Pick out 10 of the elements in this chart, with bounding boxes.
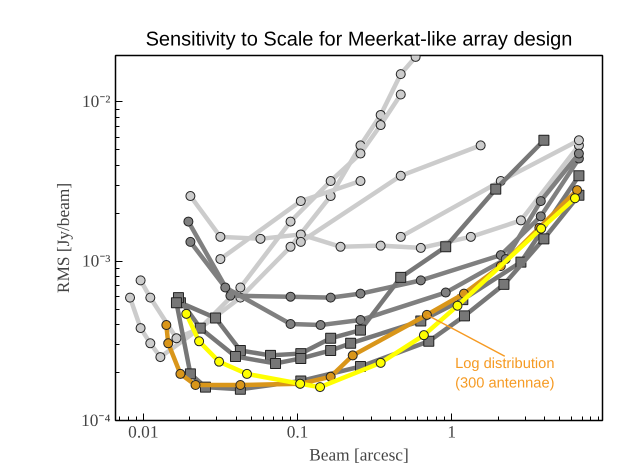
- x-tick-label: 0.1: [286, 422, 308, 442]
- y-tick-label: 10⁻⁴: [81, 411, 111, 430]
- x-axis-title: Beam [arcesc]: [309, 446, 409, 464]
- y-axis-title: RMS [Jy/beam]: [54, 182, 74, 294]
- y-tick-label: 10⁻³: [82, 252, 111, 271]
- annotation: Log distribution (300 antennae): [455, 356, 554, 392]
- y-tick-label: 10⁻²: [82, 92, 111, 112]
- x-tick-label: 1: [447, 422, 456, 442]
- x-tick-label: 0.01: [128, 422, 158, 442]
- chart-title: Sensitivity to Scale for Meerkat-like array design: [146, 28, 572, 50]
